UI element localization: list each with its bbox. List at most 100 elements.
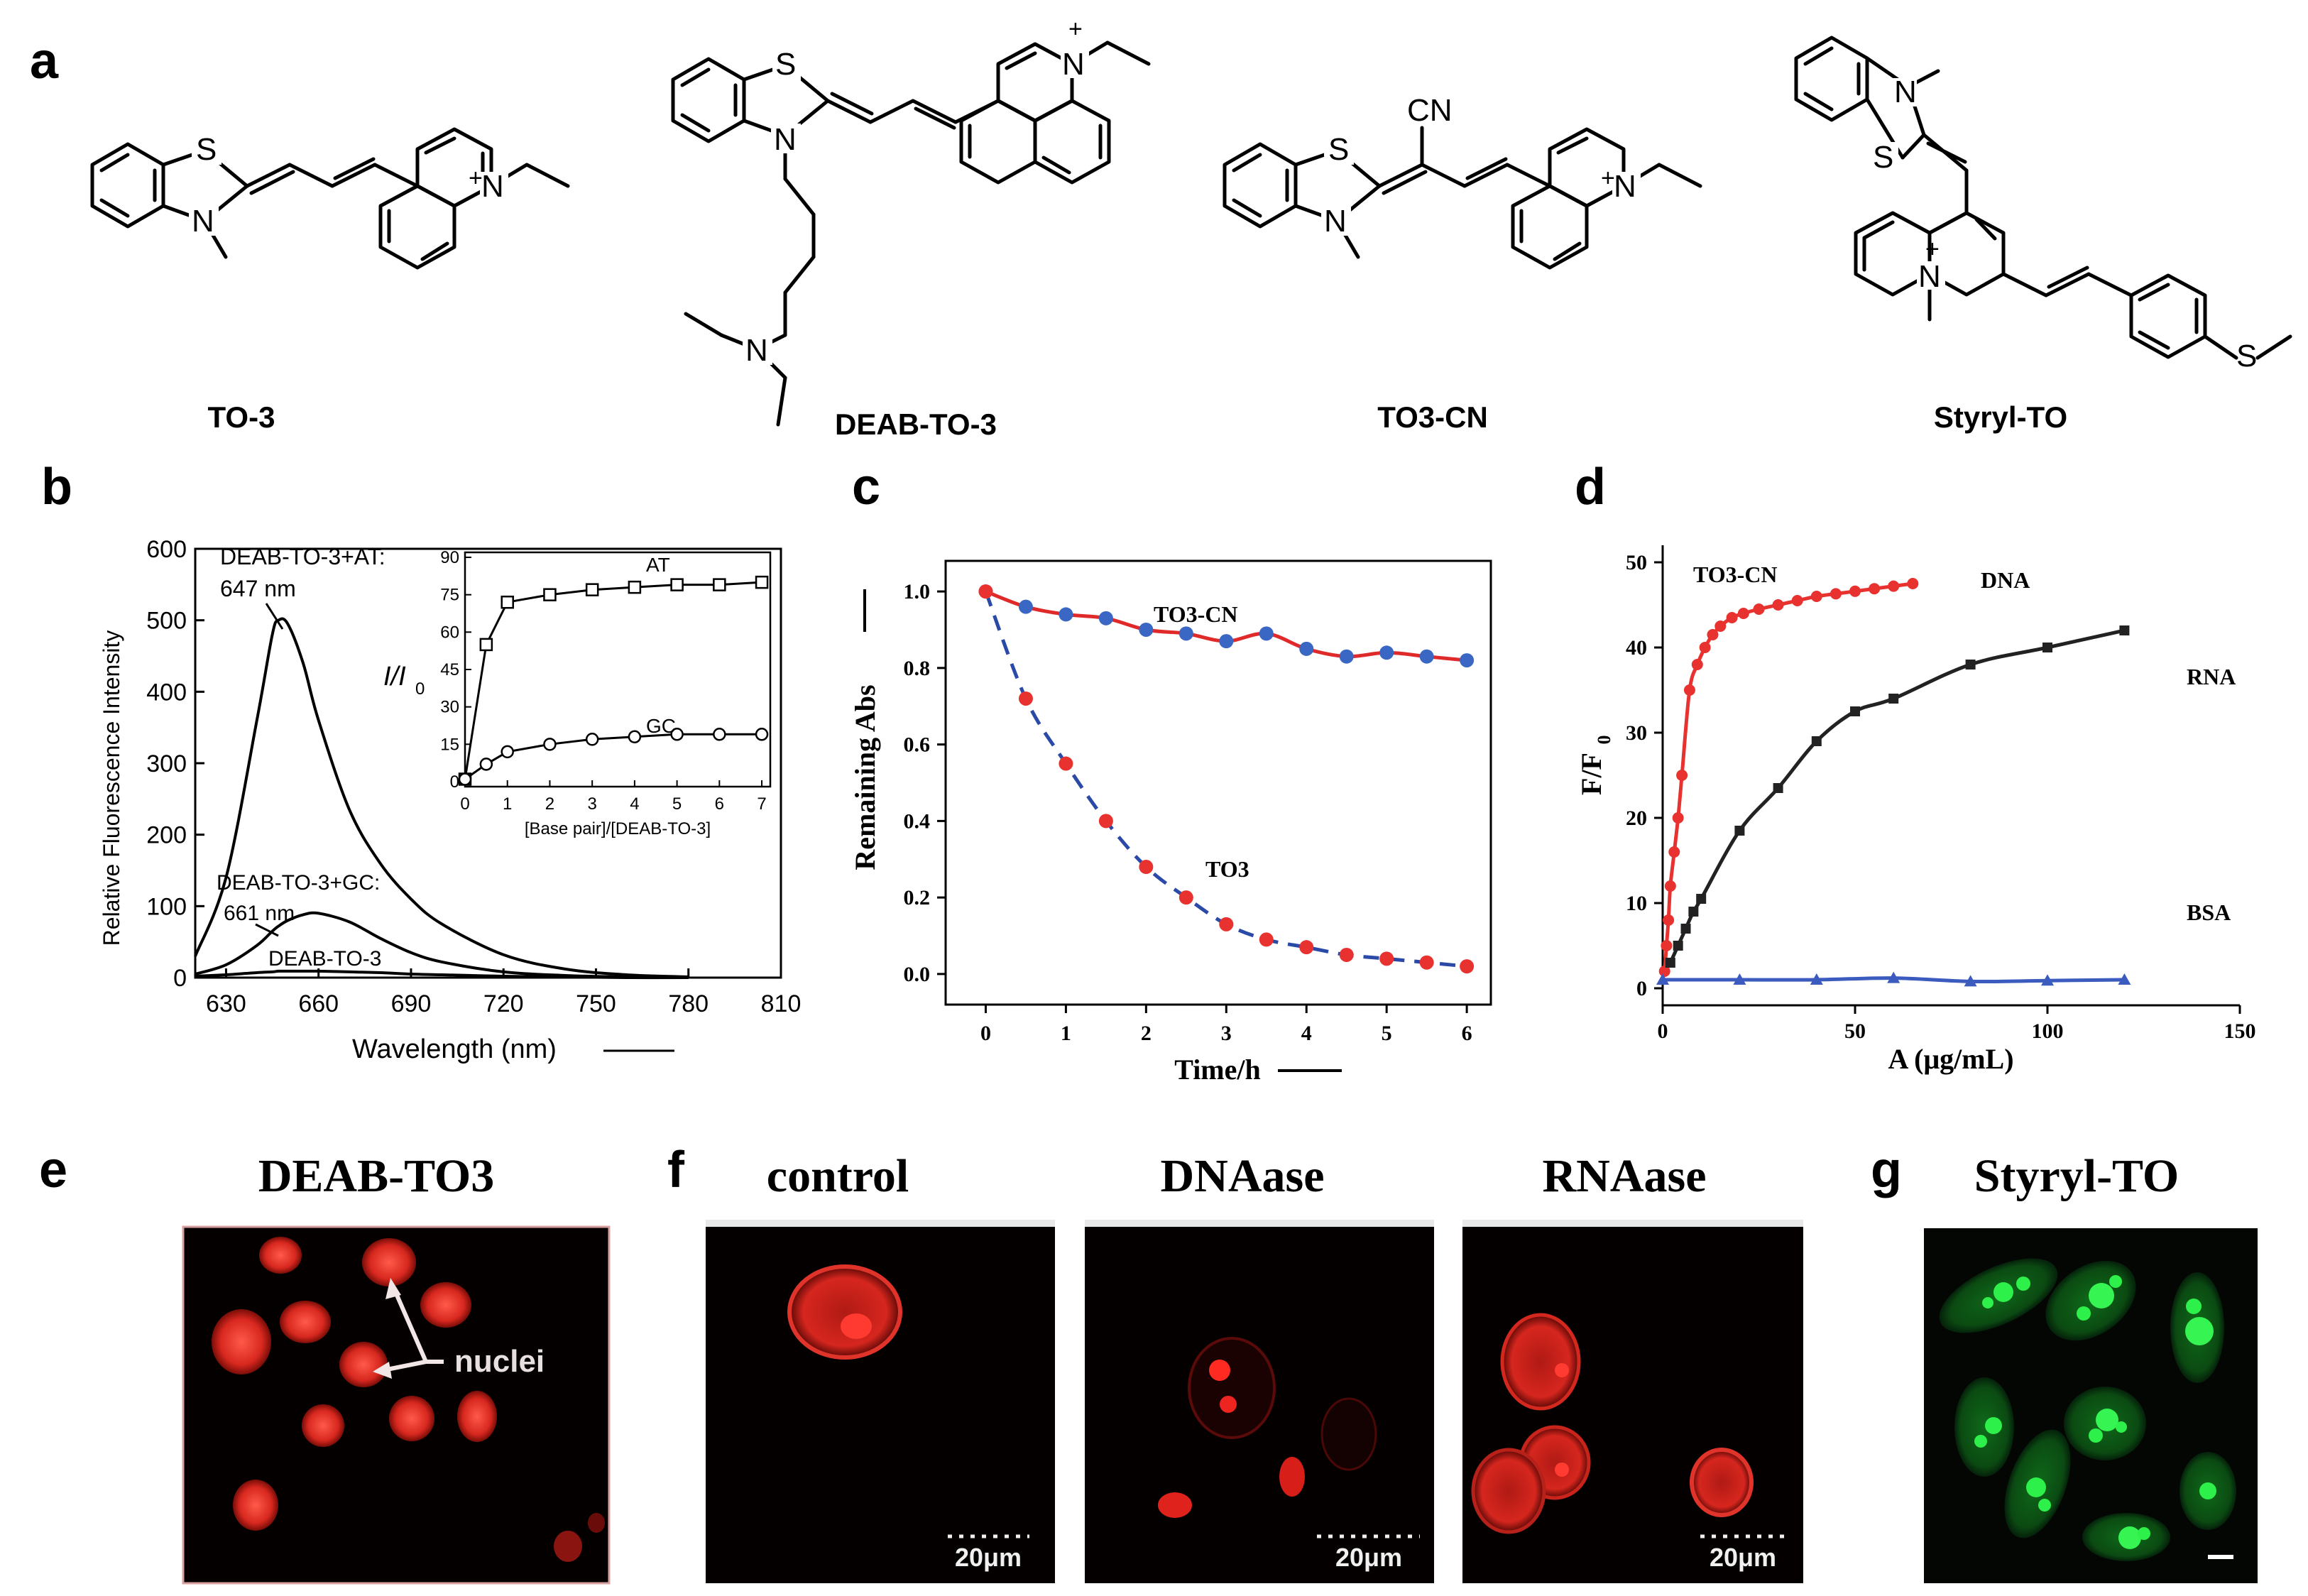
- y-axis-subscript-d: 0: [1594, 736, 1614, 745]
- point-dna: [1907, 578, 1919, 589]
- inset-point-gc: [501, 745, 514, 759]
- series-d: DNA RNA BSA: [1656, 567, 2236, 987]
- y-tick-label-c: 0.8: [904, 657, 931, 680]
- y-tick-label-b: 400: [146, 679, 187, 706]
- point-to3-cn: [1098, 611, 1113, 625]
- inset-y-tick-label: 45: [440, 660, 459, 679]
- inset-point-at: [501, 595, 514, 609]
- y-axis-label-d: F/F: [1575, 753, 1607, 795]
- inset-y-axis-subscript: 0: [415, 679, 425, 699]
- axes-d: 0 50 100 150 0 10 20 30 40 50 A (μg/mL) F/F 0 TO3-CN: [1575, 545, 2256, 1075]
- inset-x-tick-label: 6: [715, 794, 724, 814]
- panel-letter-d: d: [1575, 459, 1606, 515]
- inset-point-at: [670, 578, 684, 591]
- point-to3: [1460, 959, 1475, 974]
- arrows: [373, 1278, 444, 1379]
- panel-d-binding-chart: d 0 50 100 150 0 10 20 30 40 50 A (μg/mL) F/F 0 TO3-C…: [1575, 459, 2256, 1075]
- x-tick-label-c: 2: [1141, 1022, 1152, 1045]
- point-to3-cn: [1259, 626, 1274, 641]
- point-dna: [1683, 684, 1695, 696]
- atom-n: N: [774, 122, 797, 157]
- point-rna: [1696, 894, 1707, 904]
- point-to3: [1379, 951, 1394, 966]
- point-dna: [1699, 642, 1711, 653]
- y-tick-label-d: 50: [1626, 551, 1647, 574]
- point-to3: [1299, 940, 1314, 955]
- point-dna: [1772, 599, 1784, 611]
- point-to3-cn: [1419, 649, 1434, 664]
- panel-letter-e: e: [39, 1142, 67, 1198]
- inset-point-at: [755, 575, 769, 589]
- micrograph-title-control: control: [767, 1150, 909, 1202]
- charge-plus: +: [469, 165, 483, 192]
- inset-point-gc: [713, 728, 726, 741]
- inset-x-tick-label: 4: [630, 794, 639, 814]
- point-dna: [1791, 595, 1803, 606]
- point-rna: [1734, 826, 1745, 836]
- inset-x-axis-label: [Base pair]/[DEAB-TO-3]: [525, 819, 711, 838]
- compound-label-to3: TO-3: [208, 400, 275, 434]
- point-dna: [1663, 914, 1675, 926]
- y-tick-label-d: 40: [1626, 636, 1647, 660]
- y-tick-label-b: 0: [173, 965, 187, 992]
- x-tick-label-b: 810: [761, 990, 802, 1017]
- annotation-b: 647 nm: [220, 576, 296, 601]
- x-tick-label-d: 100: [2032, 1020, 2064, 1043]
- y-axis-label-b: Relative Fluorescence Intensity: [99, 630, 124, 946]
- inset-point-gc: [479, 758, 493, 771]
- inset-point-gc: [543, 738, 557, 751]
- structure-styryl-to: N S N + S Styryl-TO: [1794, 35, 2292, 434]
- micrograph-title-g: Styryl-TO: [1974, 1150, 2179, 1202]
- inset-series-label: GC: [646, 715, 676, 737]
- atom-cn: CN: [1407, 93, 1453, 128]
- inset-point-gc: [458, 772, 472, 786]
- series-label-rna: RNA: [2187, 664, 2236, 689]
- y-tick-label-b: 500: [146, 608, 187, 635]
- point-to3: [1259, 932, 1274, 947]
- point-dna: [1737, 608, 1749, 619]
- point-dna: [1707, 629, 1719, 640]
- charge-plus: +: [1925, 236, 1940, 263]
- point-to3: [1018, 691, 1033, 706]
- point-to3-cn: [1299, 641, 1314, 656]
- point-bsa: [1656, 973, 1669, 985]
- inset-x-tick-label: 0: [460, 794, 469, 814]
- inset-y-tick-label: 60: [440, 623, 459, 642]
- point-dna: [1810, 591, 1822, 602]
- point-bsa: [2118, 973, 2131, 985]
- structure-deab-to3: S N N + N DEAB-TO-3: [671, 16, 1151, 441]
- annotation-b: 661 nm: [224, 902, 295, 925]
- panel-letter-g: g: [1871, 1142, 1902, 1198]
- point-dna: [1869, 583, 1881, 595]
- point-to3: [1178, 890, 1193, 905]
- point-dna: [1691, 659, 1703, 670]
- x-tick-label-d: 150: [2224, 1020, 2256, 1043]
- point-bsa: [1733, 973, 1746, 985]
- y-tick-label-d: 30: [1626, 721, 1647, 745]
- atom-n: N: [1062, 47, 1085, 82]
- y-tick-label-d: 0: [1636, 977, 1647, 1000]
- inset-y-tick-label: 0: [450, 772, 459, 792]
- point-rna: [1850, 706, 1860, 716]
- inset-y-tick-label: 15: [440, 735, 459, 754]
- annotation-b: DEAB-TO-3: [268, 947, 381, 971]
- atom-n: N: [481, 169, 504, 204]
- atom-n: N: [1614, 169, 1636, 204]
- point-dna: [1668, 846, 1680, 858]
- point-to3: [1059, 756, 1073, 771]
- inset-point-gc: [628, 730, 642, 744]
- inset-point-gc: [670, 728, 684, 741]
- panel-letter-c: c: [852, 459, 880, 515]
- y-tick-label-c: 1.0: [904, 580, 931, 603]
- panel-b-fluorescence-chart: b 630 660 690 720 750 780 81001002003004005006…: [41, 459, 802, 1064]
- inset-series-label: AT: [646, 554, 670, 576]
- atom-n: N: [1918, 259, 1941, 294]
- annotation-b: DEAB-TO-3+AT:: [220, 544, 385, 569]
- compound-label-styryl-to: Styryl-TO: [1934, 400, 2067, 434]
- point-rna: [1665, 958, 1675, 968]
- x-tick-label-b: 690: [391, 990, 432, 1017]
- point-to3: [1219, 917, 1234, 931]
- y-tick-label-b: 100: [146, 893, 187, 920]
- x-tick-label-b: 660: [298, 990, 339, 1017]
